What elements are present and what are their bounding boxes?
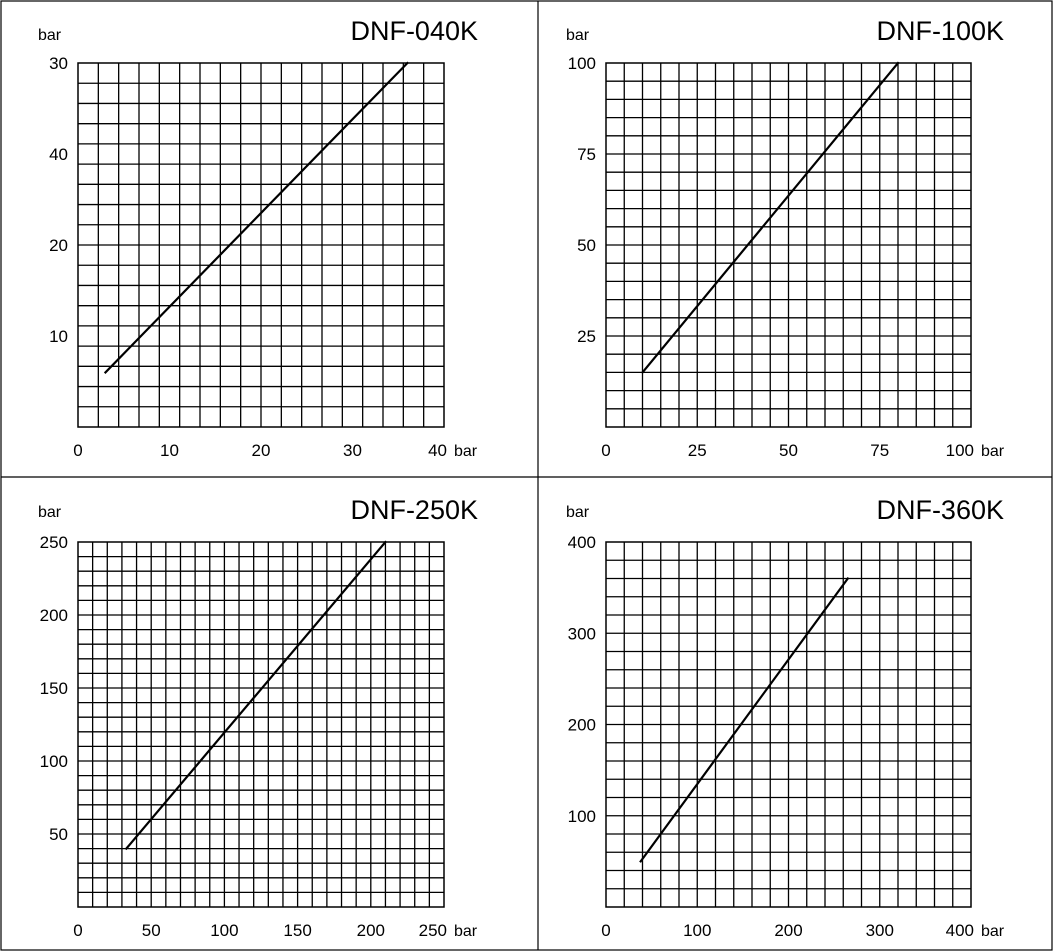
chart-dnf100k-y-unit-label: bar [566, 27, 590, 44]
chart-dnf100k-series-line [640, 61, 900, 374]
chart-dnf040k-x-tick-label: 10 [160, 441, 179, 460]
chart-dnf250k-x-tick-label: 200 [357, 921, 385, 940]
chart-dnf250k-x-tick-label: 50 [142, 921, 161, 940]
chart-dnf250k: DNF-250K bar bar 50 100 150 200 250 0 50 100 150 200… [38, 495, 478, 940]
chart-dnf360k-y-unit-label: bar [566, 504, 590, 521]
chart-dnf040k: DNF-040K bar bar 10 20 40 30 0 10 20 30 40 [38, 16, 478, 460]
chart-dnf360k-x-tick-label: 0 [601, 921, 610, 940]
chart-dnf100k-y-tick-label: 100 [568, 54, 596, 73]
chart-dnf360k-x-tick-label: 200 [774, 921, 802, 940]
chart-dnf250k-series-line [124, 540, 387, 851]
chart-dnf360k-series-line [639, 576, 850, 863]
chart-dnf360k-plot-area [605, 541, 972, 908]
chart-dnf360k-y-tick-label: 200 [568, 716, 596, 735]
chart-dnf360k-y-tick-label: 100 [568, 807, 596, 826]
chart-dnf360k: DNF-360K bar bar 100 200 300 400 0 100 200 300 400 [566, 495, 1005, 940]
chart-dnf040k-y-tick-label: 10 [49, 327, 68, 346]
chart-dnf360k-x-tick-label: 100 [683, 921, 711, 940]
chart-dnf360k-y-tick-label: 400 [568, 533, 596, 552]
chart-dnf100k-plot-area [605, 62, 972, 428]
chart-dnf250k-y-tick-label: 50 [49, 825, 68, 844]
chart-dnf040k-series-line [103, 61, 409, 374]
chart-dnf040k-plot-area [77, 62, 445, 428]
chart-dnf040k-y-tick-label: 40 [49, 145, 68, 164]
chart-dnf040k-x-tick-label: 30 [343, 441, 362, 460]
chart-dnf250k-y-tick-label: 150 [40, 679, 68, 698]
chart-dnf040k-y-tick-label: 20 [49, 236, 68, 255]
chart-dnf040k-x-unit-label: bar [454, 443, 478, 460]
chart-dnf360k-x-tick-label: 300 [866, 921, 894, 940]
chart-dnf040k-y-tick-label: 30 [49, 54, 68, 73]
chart-dnf040k-x-tick-label: 0 [73, 441, 82, 460]
chart-dnf100k-x-tick-label: 50 [779, 441, 798, 460]
chart-dnf040k-y-unit-label: bar [38, 27, 62, 44]
chart-dnf250k-y-tick-label: 100 [40, 752, 68, 771]
chart-dnf040k-x-tick-label: 40 [428, 441, 447, 460]
chart-dnf100k-x-tick-label: 100 [946, 441, 974, 460]
chart-dnf250k-y-tick-label: 250 [40, 533, 68, 552]
chart-dnf100k-y-tick-label: 50 [577, 236, 596, 255]
chart-dnf360k-y-tick-label: 300 [568, 624, 596, 643]
chart-dnf250k-x-tick-label: 150 [283, 921, 311, 940]
chart-dnf100k-y-tick-label: 25 [577, 327, 596, 346]
chart-dnf250k-x-tick-label: 100 [210, 921, 238, 940]
chart-dnf100k-x-tick-label: 25 [688, 441, 707, 460]
chart-dnf250k-y-unit-label: bar [38, 504, 62, 521]
chart-dnf100k-y-tick-label: 75 [577, 145, 596, 164]
chart-dnf250k-plot-area [77, 541, 445, 908]
chart-dnf250k-x-unit-label: bar [454, 923, 478, 940]
chart-dnf040k-grid [78, 63, 444, 427]
chart-dnf360k-x-unit-label: bar [981, 923, 1005, 940]
chart-dnf360k-grid [606, 542, 971, 907]
chart-dnf250k-y-tick-label: 200 [40, 606, 68, 625]
chart-dnf100k-x-unit-label: bar [981, 443, 1005, 460]
chart-dnf040k-x-tick-label: 20 [252, 441, 271, 460]
chart-dnf100k-x-tick-label: 0 [601, 441, 610, 460]
chart-dnf360k-title: DNF-360K [876, 495, 1004, 525]
chart-dnf100k-x-tick-label: 75 [870, 441, 889, 460]
chart-dnf250k-grid [78, 542, 444, 907]
chart-dnf100k: DNF-100K bar bar 25 50 75 100 0 25 50 75 100 [566, 16, 1005, 460]
chart-dnf250k-x-tick-label: 250 [419, 921, 447, 940]
chart-dnf040k-title: DNF-040K [350, 16, 478, 46]
chart-dnf100k-title: DNF-100K [876, 16, 1004, 46]
chart-dnf250k-x-tick-label: 0 [73, 921, 82, 940]
chart-dnf100k-grid [606, 63, 971, 427]
chart-dnf250k-title: DNF-250K [350, 495, 478, 525]
chart-dnf360k-x-tick-label: 400 [946, 921, 974, 940]
